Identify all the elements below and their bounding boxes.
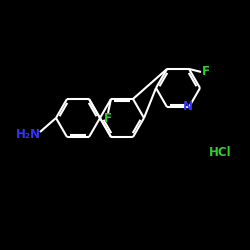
Text: F: F — [202, 66, 210, 78]
Text: H₂N: H₂N — [16, 128, 40, 140]
Text: F: F — [104, 112, 112, 126]
Text: N: N — [183, 100, 193, 112]
Text: HCl: HCl — [209, 146, 231, 158]
